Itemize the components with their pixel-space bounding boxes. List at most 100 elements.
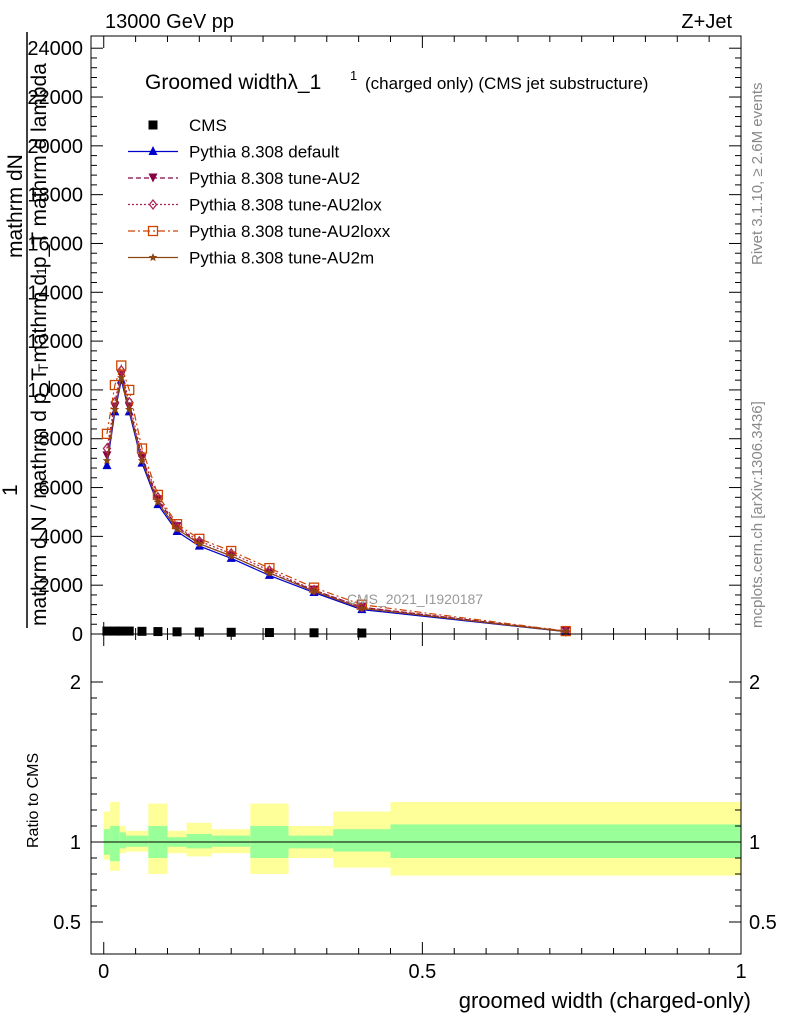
- series-5-point-3: [125, 404, 134, 414]
- series-1: [102, 374, 571, 636]
- series-5-point-11: [357, 603, 367, 612]
- title-note: (charged only) (CMS jet substructure): [365, 74, 648, 93]
- series-3: [102, 364, 571, 637]
- main-ytick-label-3: 6000: [39, 478, 84, 500]
- main-ytick-label-7: 14000: [27, 282, 83, 304]
- legend-marker-5: [148, 253, 158, 262]
- series-5-point-6: [172, 524, 182, 533]
- ylabel-prefix: 1: [0, 484, 22, 496]
- series-0-point-9: [264, 628, 274, 638]
- ratio-bands: [103, 802, 741, 876]
- ratio-inner-band-10: [333, 829, 391, 852]
- series-0-point-3: [124, 626, 134, 636]
- legend-label-1: Pythia 8.308 default: [189, 143, 340, 162]
- mcplots-label: mcplots.cern.ch [arXiv:1306.3436]: [749, 401, 766, 628]
- series-5-point-10: [309, 586, 319, 595]
- series-5-point-1: [110, 404, 120, 414]
- series-0-point-5: [153, 627, 163, 637]
- legend-marker-0: [148, 120, 158, 130]
- series-line-2: [106, 375, 566, 632]
- series-0-point-4: [137, 626, 147, 636]
- ratio-ytick-label-right-0: 0.5: [749, 912, 777, 934]
- series-5-point-5: [153, 497, 163, 506]
- x-axis-label: groomed width (charged-only): [459, 988, 751, 1013]
- series-0-point-1: [110, 626, 120, 636]
- legend-entry-5: Pythia 8.308 tune-AU2m: [128, 249, 374, 268]
- series-0-point-8: [226, 627, 236, 637]
- series-0-point-2: [116, 626, 126, 636]
- ylabel-numerator-sub: 1: [33, 267, 49, 275]
- plot-title: Groomed widthλ_1 1 (charged only) (CMS j…: [145, 68, 648, 94]
- main-ylabel: mathrm dN 1 mathrm d N / mathrm d p_T ma…: [0, 32, 51, 628]
- series-5-point-4: [137, 456, 147, 465]
- legend-entry-4: Pythia 8.308 tune-AU2loxx: [128, 222, 391, 241]
- main-ytick-label-12: 24000: [27, 38, 83, 60]
- ylabel-numerator: mathrm dN: [4, 154, 27, 258]
- header-right: Z+Jet: [681, 11, 732, 33]
- ratio-inner-band-11: [390, 824, 741, 858]
- ratio-xtick-label-0: 0: [98, 961, 109, 983]
- legend-marker-2: [148, 173, 158, 183]
- legend-label-0: CMS: [189, 116, 227, 135]
- series-3-point-7: [195, 535, 204, 547]
- main-ytick-label-11: 22000: [27, 87, 83, 109]
- rivet-label: Rivet 3.1.10, ≥ 2.6M events: [749, 83, 766, 266]
- ratio-y-axis: 0.5 0.5 1 1 2 2: [53, 672, 777, 934]
- legend-entry-3: Pythia 8.308 tune-AU2lox: [128, 196, 382, 215]
- series-line-4: [106, 363, 566, 632]
- series-5-point-8: [226, 551, 236, 560]
- main-ytick-label-8: 16000: [27, 233, 83, 255]
- ratio-xtick-label-1: 0.5: [408, 961, 436, 983]
- series-0-point-11: [357, 628, 367, 638]
- ratio-ylabel: Ratio to CMS: [25, 753, 42, 848]
- series-3-point-9: [265, 564, 274, 577]
- legend-entry-0: CMS: [148, 116, 227, 135]
- title-main: Groomed widthλ_1: [145, 71, 321, 94]
- series-2-point-0: [102, 451, 112, 461]
- series-4: [101, 360, 571, 637]
- series-5-point-12: [561, 627, 570, 636]
- legend-label-2: Pythia 8.308 tune-AU2: [189, 169, 360, 188]
- ratio-ytick-label-1: 1: [70, 832, 81, 854]
- series-line-3: [106, 370, 566, 632]
- ratio-ytick-label-2: 2: [70, 672, 81, 694]
- series-0: [102, 626, 367, 638]
- main-ytick-label-9: 18000: [27, 185, 83, 207]
- ratio-x-axis: 0 0.5 1: [98, 634, 747, 983]
- series-5: [102, 373, 570, 636]
- series-5-point-2: [117, 373, 126, 382]
- ratio-ytick-label-right-1: 1: [749, 832, 760, 854]
- series-1-point-0: [102, 460, 112, 470]
- legend-entry-2: Pythia 8.308 tune-AU2: [128, 169, 360, 188]
- ylabel-denominator-sub: T: [35, 363, 51, 372]
- ratio-ytick-label-0: 0.5: [53, 912, 81, 934]
- legend: CMS Pythia 8.308 default Pythia 8.308 tune…: [128, 116, 391, 268]
- series-0-point-10: [309, 628, 319, 638]
- ylabel-denominator: mathrm d N / mathrm d p_T mathrm d p_T m…: [28, 63, 51, 626]
- ratio-panel-frame: [90, 633, 742, 955]
- main-ytick-label-0: 0: [72, 624, 83, 646]
- series-3-point-11: [357, 601, 367, 613]
- series-4-point-4: [136, 443, 148, 454]
- ratio-ytick-label-right-2: 2: [749, 672, 760, 694]
- main-x-ticks: [103, 36, 742, 634]
- series-5-point-9: [265, 568, 274, 577]
- ratio-inner-band-6: [186, 834, 213, 849]
- ratio-inner-band-7: [212, 835, 251, 847]
- series-0-point-7: [194, 627, 204, 637]
- legend-label-4: Pythia 8.308 tune-AU2loxx: [189, 222, 391, 241]
- legend-marker-3: [148, 198, 158, 211]
- main-ytick-label-5: 10000: [27, 380, 83, 402]
- legend-marker-4: [147, 225, 159, 237]
- main-ytick-label-10: 20000: [27, 136, 83, 158]
- title-sup: 1: [350, 68, 357, 83]
- legend-marker-1: [148, 146, 158, 155]
- series-5-point-7: [195, 539, 204, 548]
- ratio-xtick-label-2: 1: [735, 961, 746, 983]
- main-ytick-label-1: 2000: [39, 575, 84, 597]
- series-4-point-2: [116, 360, 127, 371]
- watermark: CMS_2021_I1920187: [347, 591, 483, 607]
- ratio-inner-band-1: [110, 826, 120, 862]
- legend-label-5: Pythia 8.308 tune-AU2m: [189, 249, 374, 268]
